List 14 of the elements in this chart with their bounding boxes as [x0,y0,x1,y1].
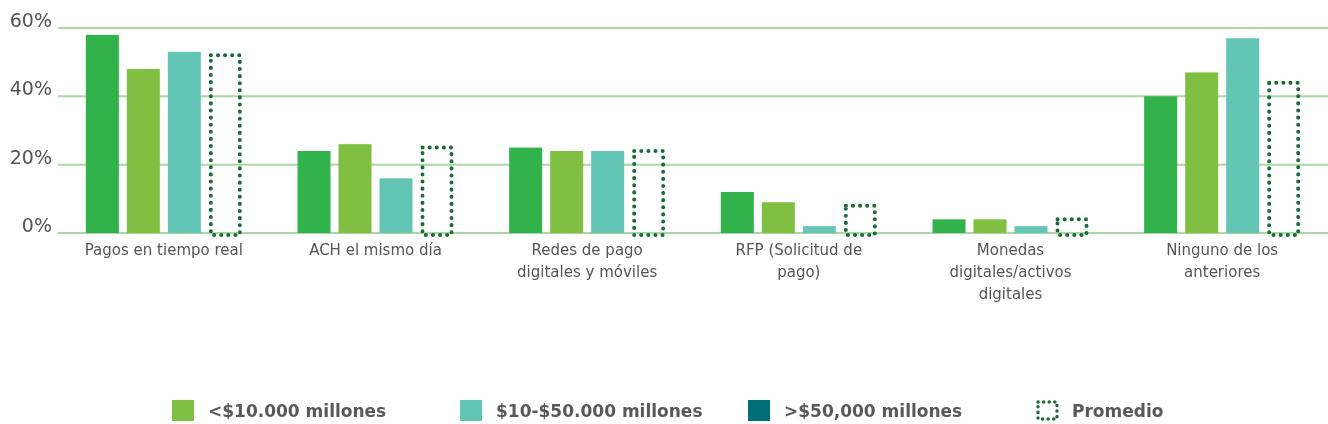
x-tick-label: ACH el mismo día [309,241,442,259]
legend-label: $10-$50.000 millones [496,401,703,421]
legend-label: <$10.000 millones [208,401,387,421]
y-tick-label: 0% [21,214,52,236]
y-tick-label: 20% [9,145,52,168]
x-tick-label: Monedas digitales/activos digitales [949,241,1072,303]
x-tick-label: RFP (Solicitud de pago) [735,241,863,281]
legend-label: Promedio [1072,401,1164,421]
x-tick-label: Pagos en tiempo real [84,241,243,259]
legend-label: >$50,000 millones [784,401,963,421]
x-tick-label: Redes de pago digitales y móviles [517,241,658,281]
y-tick-label: 60% [9,9,52,31]
x-tick-label: Ninguno de los anteriores [1166,241,1279,281]
y-tick-label: 40% [9,77,52,100]
